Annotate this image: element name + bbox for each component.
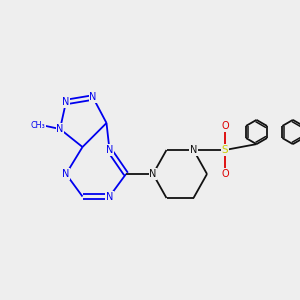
Text: N: N xyxy=(62,97,70,107)
Text: N: N xyxy=(89,92,97,103)
Text: O: O xyxy=(221,169,229,179)
Text: N: N xyxy=(56,124,64,134)
Text: N: N xyxy=(62,169,70,179)
Text: N: N xyxy=(190,145,197,155)
Text: S: S xyxy=(222,145,228,155)
Text: O: O xyxy=(221,121,229,131)
Text: N: N xyxy=(149,169,157,179)
Text: N: N xyxy=(106,145,113,155)
Text: CH₃: CH₃ xyxy=(31,122,46,130)
Text: N: N xyxy=(106,191,113,202)
